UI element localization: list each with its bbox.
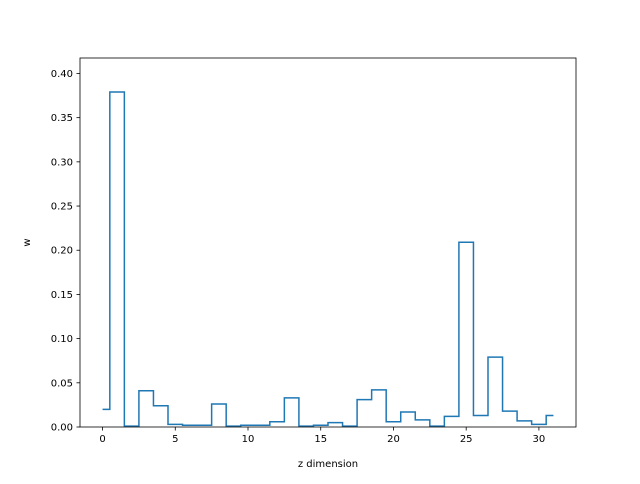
y-tick-label: 0.35 xyxy=(51,113,73,124)
x-tick-label: 20 xyxy=(387,434,400,445)
y-tick-label: 0.20 xyxy=(51,246,73,257)
step-series-line xyxy=(102,91,554,427)
y-tick-label: 0.10 xyxy=(51,334,73,345)
x-axis-ticks: 0 5 10 15 20 25 30 xyxy=(99,427,545,445)
x-tick-label: 25 xyxy=(460,434,473,445)
y-tick-label: 0.30 xyxy=(51,157,73,168)
x-tick-label: 5 xyxy=(172,434,178,445)
x-tick-label: 15 xyxy=(314,434,327,445)
y-tick-label: 0.05 xyxy=(51,378,73,389)
y-axis-label: w xyxy=(22,238,33,246)
series-layer xyxy=(102,91,554,427)
y-axis-ticks: 0.00 0.05 0.10 0.15 0.20 0.25 0.30 0.35 0.40 xyxy=(51,69,80,434)
y-tick-label: 0.00 xyxy=(51,423,73,434)
plot-frame xyxy=(79,57,577,428)
y-tick-label: 0.15 xyxy=(51,290,73,301)
y-tick-label: 0.25 xyxy=(51,202,73,213)
y-tick-label: 0.40 xyxy=(51,69,73,80)
x-axis-label: z dimension xyxy=(298,459,358,470)
x-tick-label: 0 xyxy=(99,434,105,445)
x-tick-label: 30 xyxy=(533,434,546,445)
x-tick-label: 10 xyxy=(242,434,255,445)
